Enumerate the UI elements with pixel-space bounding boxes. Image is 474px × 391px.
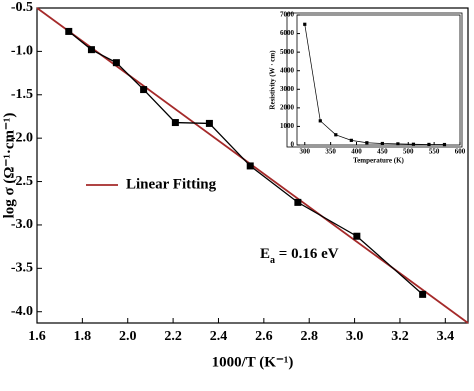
y-tick-label: 1000	[280, 122, 295, 130]
data-point	[294, 198, 302, 206]
x-tick-label: 3.4	[437, 329, 455, 344]
y-tick-label: 6000	[280, 29, 295, 37]
data-point	[396, 142, 400, 146]
y-axis-label: log σ (Ω⁻¹·cm⁻¹)	[1, 113, 17, 219]
x-tick-label: 350	[325, 148, 336, 156]
x-tick-label: 2.0	[119, 329, 137, 344]
x-tick-label: 300	[300, 148, 311, 156]
x-tick-label: 550	[429, 148, 440, 156]
legend-label: Linear Fitting	[126, 176, 217, 192]
data-point	[205, 119, 213, 127]
data-point	[380, 141, 384, 146]
data-point	[87, 46, 95, 54]
annotation-main: E	[260, 246, 270, 262]
y-tick-label: -2.5	[11, 174, 33, 189]
annotation-rest: = 0.16 eV	[275, 246, 339, 262]
series-line	[304, 24, 445, 145]
x-tick-label: 2.6	[255, 329, 273, 344]
plot-frame	[296, 14, 461, 146]
x-tick-label: 2.4	[210, 329, 228, 344]
annotation-sub: a	[270, 255, 275, 266]
x-tick-label: 2.8	[300, 329, 318, 344]
y-tick-label: -1.0	[11, 44, 33, 59]
y-tick-label: 3000	[280, 85, 295, 93]
y-tick-label: -4.0	[11, 304, 33, 319]
x-tick-label: 3.0	[346, 329, 364, 344]
x-tick-label: 1.8	[74, 329, 92, 344]
x-tick-label: 3.2	[391, 329, 409, 344]
data-point	[171, 119, 179, 127]
data-point	[419, 290, 427, 298]
x-tick-label: 500	[403, 148, 414, 156]
data-point	[442, 142, 447, 147]
x-axis-label: Temperature (K)	[353, 157, 404, 165]
series-line	[68, 30, 424, 295]
x-axis-label: 1000/T (K⁻¹)	[212, 354, 294, 370]
inset-frame	[286, 12, 463, 148]
x-tick-label: 600	[455, 148, 466, 156]
data-point	[365, 141, 369, 145]
plot-frame	[36, 7, 469, 324]
y-tick-label: 2000	[280, 103, 295, 111]
x-tick-label: 2.2	[164, 329, 182, 344]
data-point	[349, 138, 353, 142]
data-point	[318, 119, 322, 123]
data-point	[334, 133, 338, 137]
data-point	[246, 162, 254, 170]
data-point	[65, 27, 73, 35]
data-point	[303, 22, 307, 26]
y-tick-label: 4000	[280, 66, 295, 74]
y-tick-label: -0.5	[11, 0, 33, 15]
y-axis-label: Resistivity (W · cm)	[269, 50, 277, 110]
y-tick-label: 0	[291, 141, 295, 149]
y-tick-label: -3.5	[11, 261, 33, 276]
y-tick-label: -3.0	[11, 217, 33, 232]
x-tick-label: 1.6	[28, 329, 46, 344]
data-point	[140, 86, 148, 94]
y-tick-label: -2.0	[11, 130, 33, 145]
data-point	[427, 142, 431, 147]
x-tick-label: 450	[377, 148, 388, 156]
annotation: Ea = 0.16 eV	[260, 246, 339, 265]
y-tick-label: -1.5	[11, 87, 33, 102]
data-point	[353, 232, 361, 240]
data-point	[411, 142, 416, 146]
y-tick-label: 7000	[280, 11, 295, 19]
y-tick-label: 5000	[280, 48, 295, 56]
x-tick-label: 400	[351, 148, 362, 156]
data-point	[112, 59, 120, 67]
